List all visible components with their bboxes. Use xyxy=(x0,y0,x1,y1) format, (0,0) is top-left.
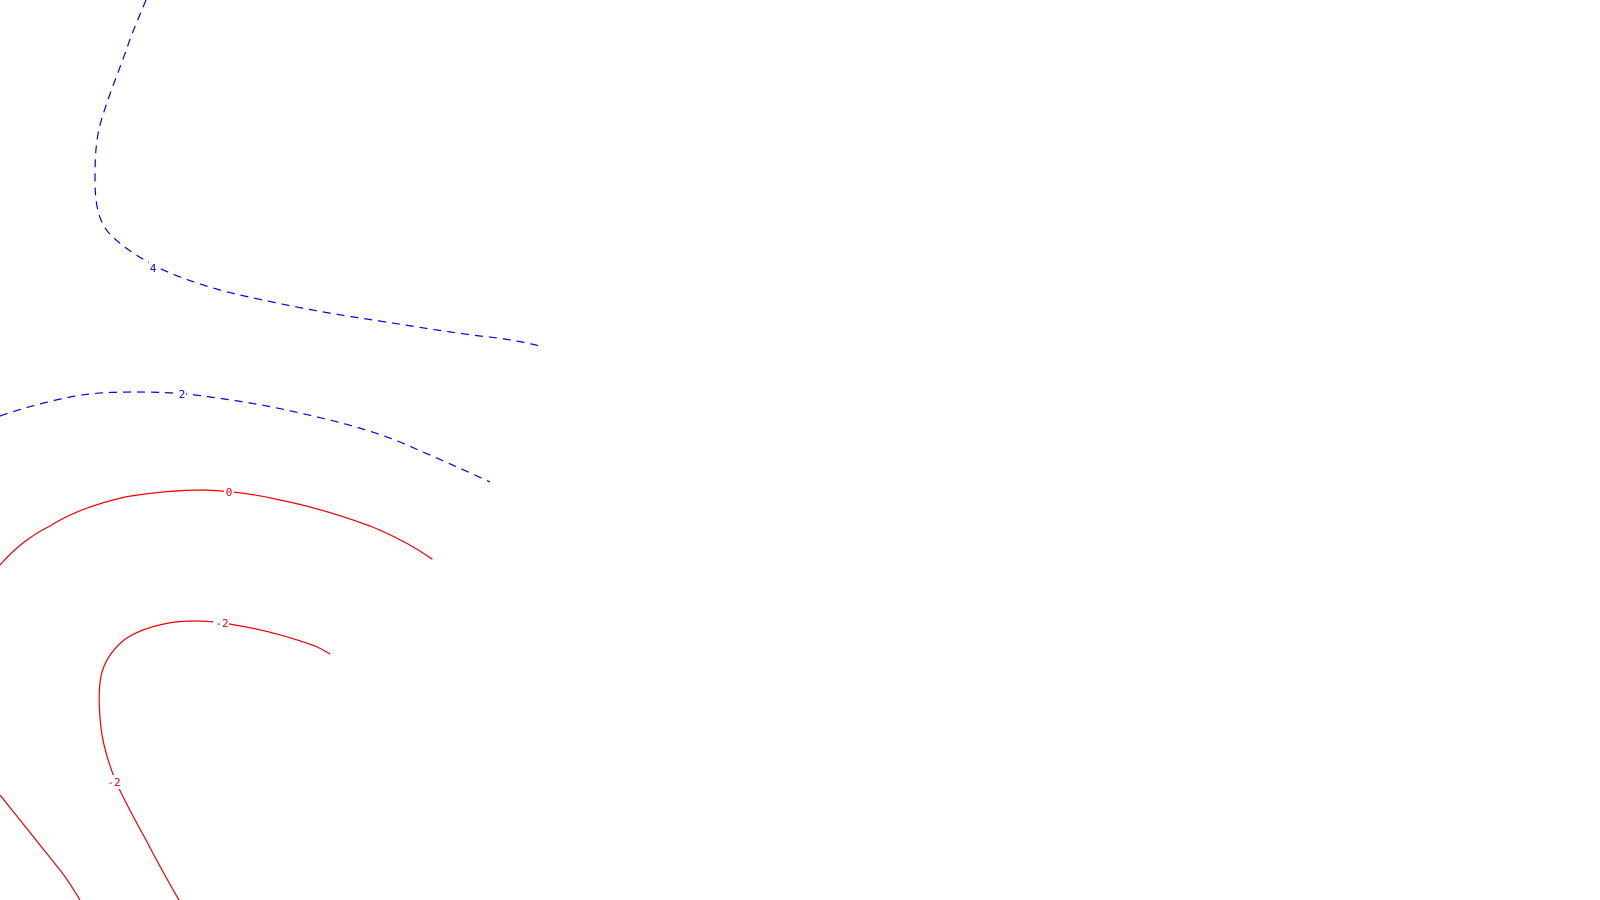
contour-label-neg2-top: -2 xyxy=(213,616,229,630)
contour-label-4: 4 xyxy=(149,261,159,275)
contour-label-text-neg2-top: -2 xyxy=(215,617,228,630)
contour-label-0: 0 xyxy=(224,485,234,499)
contour-line-0 xyxy=(0,489,433,566)
contour-line-neg2-b xyxy=(0,794,81,900)
contour-line-4 xyxy=(94,0,541,347)
contour-label-2: 2 xyxy=(176,387,186,401)
contour-line-neg2-a xyxy=(98,620,331,900)
contour-line-2 xyxy=(0,391,491,483)
contour-label-text-0: 0 xyxy=(226,486,233,499)
contour-label-text-neg2-side: -2 xyxy=(107,776,120,789)
contour-label-text-4: 4 xyxy=(150,262,157,275)
contour-label-text-2: 2 xyxy=(179,388,186,401)
contour-label-neg2-side: -2 xyxy=(106,775,122,789)
